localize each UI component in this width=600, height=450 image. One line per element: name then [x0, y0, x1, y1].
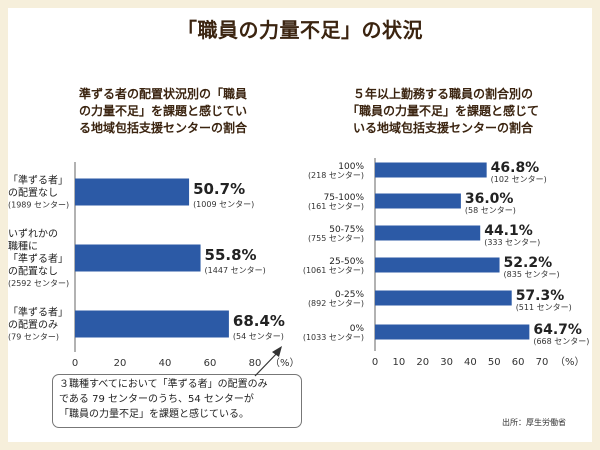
right-x-tick-label: 30 [440, 357, 453, 368]
left-x-tick-label: 40 [159, 358, 172, 369]
right-sub-label: (668 センター) [533, 337, 589, 346]
left-sub-label: (54 センター) [233, 332, 284, 341]
right-value-label: 36.0% [465, 191, 514, 207]
left-category-label: 「準ずる者」 [8, 306, 68, 319]
right-sub-label: (333 センター) [484, 238, 540, 247]
left-x-tick-label: 60 [204, 358, 217, 369]
callout-note: ３職種すべてにおいて「準ずる者」の配置のみ である 79 センターのうち、54 … [52, 374, 302, 428]
right-x-tick-label: 50 [488, 357, 501, 368]
right-bar [375, 290, 512, 306]
right-x-tick-label: 10 [392, 357, 405, 368]
right-bar [375, 257, 500, 273]
right-x-tick-label: 40 [464, 357, 477, 368]
right-x-tick-label: 20 [416, 357, 429, 368]
right-bar [375, 225, 481, 241]
left-category-label: の配置なし [8, 266, 58, 278]
left-category-label: 「準ずる者」 [8, 174, 68, 187]
left-bar [75, 178, 190, 206]
right-sub-label: (511 センター) [516, 303, 572, 312]
left-category-label: 「準ずる者」 [8, 252, 68, 265]
right-sub-label: (102 センター) [491, 175, 547, 184]
right-category-count: (755 センター) [308, 234, 364, 243]
right-value-label: 46.8% [491, 160, 540, 176]
page-panel [8, 8, 592, 442]
left-value-label: 50.7% [193, 180, 245, 198]
left-bar [75, 244, 201, 272]
left-category-count: (2592 センター) [8, 279, 69, 288]
right-chart-title: ５年以上勤務する職員の割合別の 「職員の力量不足」を課題と感じて いる地域包括支… [346, 87, 539, 135]
right-bar [375, 324, 530, 340]
right-category-count: (161 センター) [308, 202, 364, 211]
right-bar [375, 193, 461, 209]
right-category-label: 50-75% [329, 225, 364, 235]
right-category-label: 25-50% [329, 257, 364, 267]
left-value-label: 68.4% [233, 312, 285, 330]
left-x-tick-label: 20 [114, 358, 127, 369]
right-x-tick-label: 70 [536, 357, 549, 368]
right-category-count: (1033 センター) [303, 333, 364, 342]
right-category-count: (218 センター) [308, 171, 364, 180]
page-title: 「職員の力量不足」の状況 [177, 18, 423, 42]
right-category-count: (892 センター) [308, 299, 364, 308]
left-sub-label: (1447 センター) [205, 266, 266, 275]
source-note: 出所：厚生労働省 [502, 418, 566, 427]
right-category-label: 0-25% [335, 290, 364, 300]
left-value-label: 55.8% [205, 246, 257, 264]
left-x-tick-label: 0 [72, 358, 78, 369]
right-x-tick-label: 0 [372, 357, 378, 368]
right-x-tick-label: 60 [512, 357, 525, 368]
right-sub-label: (835 センター) [504, 270, 560, 279]
left-category-label: 職種に [8, 240, 38, 253]
left-category-label: の配置のみ [8, 319, 58, 331]
left-sub-label: (1009 センター) [193, 200, 254, 209]
right-category-label: 75-100% [324, 193, 365, 203]
right-x-unit-label: （%） [555, 356, 585, 368]
right-category-label: 100% [338, 162, 364, 172]
left-chart-title: 準ずる者の配置状況別の「職員 の力量不足」を課題と感じてい る地域包括支援センタ… [78, 87, 247, 135]
left-category-count: (1989 センター) [8, 201, 69, 210]
left-category-label: の配置なし [8, 187, 58, 199]
right-value-label: 52.2% [504, 255, 553, 271]
right-value-label: 44.1% [484, 223, 533, 239]
right-category-label: 0% [350, 324, 365, 334]
left-category-label: いずれかの [8, 228, 58, 240]
right-bar [375, 162, 487, 178]
right-value-label: 64.7% [533, 322, 582, 338]
left-bar [75, 310, 229, 338]
right-value-label: 57.3% [516, 288, 565, 304]
left-category-count: (79 センター) [8, 333, 59, 342]
right-category-count: (1061 センター) [303, 266, 364, 275]
right-sub-label: (58 センター) [465, 206, 516, 215]
